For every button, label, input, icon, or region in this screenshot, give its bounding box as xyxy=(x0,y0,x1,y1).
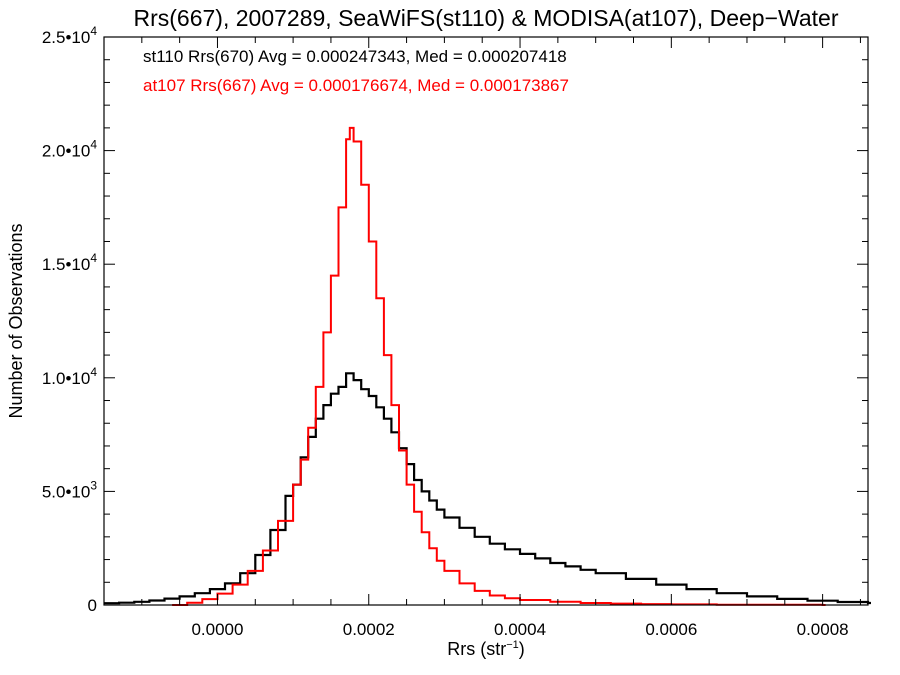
series-layer xyxy=(104,126,871,606)
x-tick-label: 0.0000 xyxy=(191,620,243,639)
x-tick-label: 0.0006 xyxy=(645,620,697,639)
legend-entry-st110: st110 Rrs(670) Avg = 0.000247343, Med = … xyxy=(143,47,567,66)
x-tick-label: 0.0008 xyxy=(797,620,849,639)
chart-title: Rrs(667), 2007289, SeaWiFS(st110) & MODI… xyxy=(134,5,839,31)
y-axis-label: Number of Observations xyxy=(6,223,26,418)
x-tick-label: 0.0004 xyxy=(494,620,546,639)
series-st110-line xyxy=(104,372,871,605)
x-tick-label: 0.0002 xyxy=(343,620,395,639)
y-tick-label: 0 xyxy=(88,596,97,615)
legend: st110 Rrs(670) Avg = 0.000247343, Med = … xyxy=(143,47,569,95)
plot-frame xyxy=(103,36,869,606)
y-tick-label: 5.0•103 xyxy=(42,478,98,501)
y-axis: 0 5.0•103 1.0•104 1.5•104 2.0•104 2.5•104 xyxy=(42,24,868,615)
x-axis-label: Rrs (str−1) xyxy=(447,639,525,659)
y-tick-label: 2.0•104 xyxy=(42,138,98,161)
legend-entry-at107: at107 Rrs(667) Avg = 0.000176674, Med = … xyxy=(143,76,569,95)
y-tick-label: 1.0•104 xyxy=(42,365,98,388)
series-at107-line xyxy=(172,126,826,606)
y-tick-label: 2.5•104 xyxy=(42,24,98,47)
y-tick-label: 1.5•104 xyxy=(42,251,98,274)
x-axis: 0.0000 0.0002 0.0004 0.0006 0.0008 xyxy=(103,37,861,639)
